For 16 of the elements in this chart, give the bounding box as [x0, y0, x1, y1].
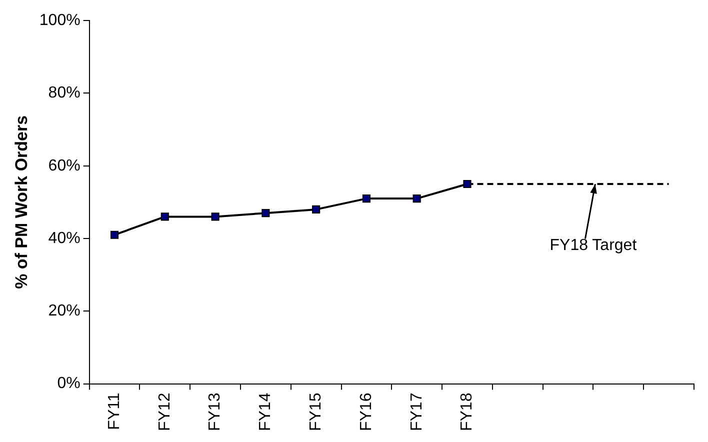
- x-tick-label: FY17: [408, 392, 426, 432]
- y-tick-label: 20%: [48, 302, 80, 320]
- x-tick-label: FY14: [257, 392, 274, 432]
- y-tick-label: 80%: [48, 84, 80, 102]
- x-tick-label: FY18: [458, 392, 476, 432]
- y-tick-label: 60%: [48, 157, 80, 174]
- x-tick-label: FY12: [156, 392, 174, 432]
- annotation: FY18 Target: [550, 237, 638, 254]
- x-tick-label: FY15: [307, 392, 324, 432]
- x-tick-label: FY11: [106, 392, 123, 430]
- y-axis-title: % of PM Work Orders: [12, 115, 31, 289]
- x-tick-label: FY16: [358, 392, 375, 432]
- x-tick-label: FY13: [206, 392, 224, 432]
- y-tick-label: 40%: [48, 230, 80, 247]
- y-tick-label: 0%: [57, 375, 80, 392]
- y-tick-label: 100%: [39, 12, 80, 30]
